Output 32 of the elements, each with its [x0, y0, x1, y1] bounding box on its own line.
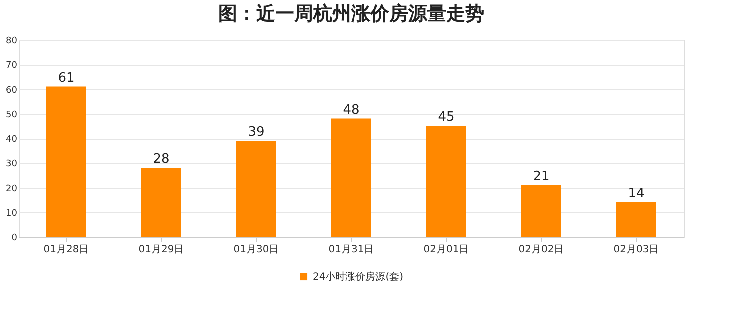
- data-label: 61: [58, 70, 75, 86]
- bar: [236, 140, 276, 237]
- y-tick-label: 0: [12, 234, 18, 244]
- bar: [426, 126, 466, 237]
- data-label: 14: [628, 186, 645, 202]
- y-tick-label: 70: [6, 61, 18, 72]
- y-tick-label: 40: [6, 135, 18, 145]
- x-tick-label: 02月03日: [614, 244, 660, 256]
- bar: [522, 185, 562, 237]
- x-tick-label: 01月30日: [234, 244, 280, 256]
- data-label: 21: [533, 169, 550, 184]
- data-label: 45: [438, 110, 455, 126]
- bar: [46, 86, 86, 237]
- legend-label: 24小时涨价房源(套): [313, 271, 404, 283]
- y-tick-label: 50: [6, 110, 18, 120]
- y-tick-label: 30: [6, 160, 18, 170]
- bar: [332, 118, 372, 237]
- chart-title: 图：近一周杭州涨价房源量走势: [218, 3, 484, 25]
- y-tick-label: 60: [6, 86, 18, 96]
- bar: [616, 202, 656, 237]
- bar: [142, 168, 182, 237]
- y-tick-label: 80: [6, 36, 18, 46]
- x-tick-label: 01月28日: [44, 244, 90, 256]
- y-tick-label: 10: [6, 208, 18, 219]
- x-tick-label: 02月01日: [424, 244, 470, 256]
- y-tick-label: 20: [6, 184, 18, 194]
- x-tick-label: 02月02日: [518, 244, 564, 256]
- data-label: 39: [248, 124, 265, 140]
- data-label: 48: [343, 102, 360, 118]
- data-label: 28: [153, 152, 170, 168]
- x-tick-label: 01月29日: [138, 244, 184, 256]
- x-tick-label: 01月31日: [328, 244, 374, 256]
